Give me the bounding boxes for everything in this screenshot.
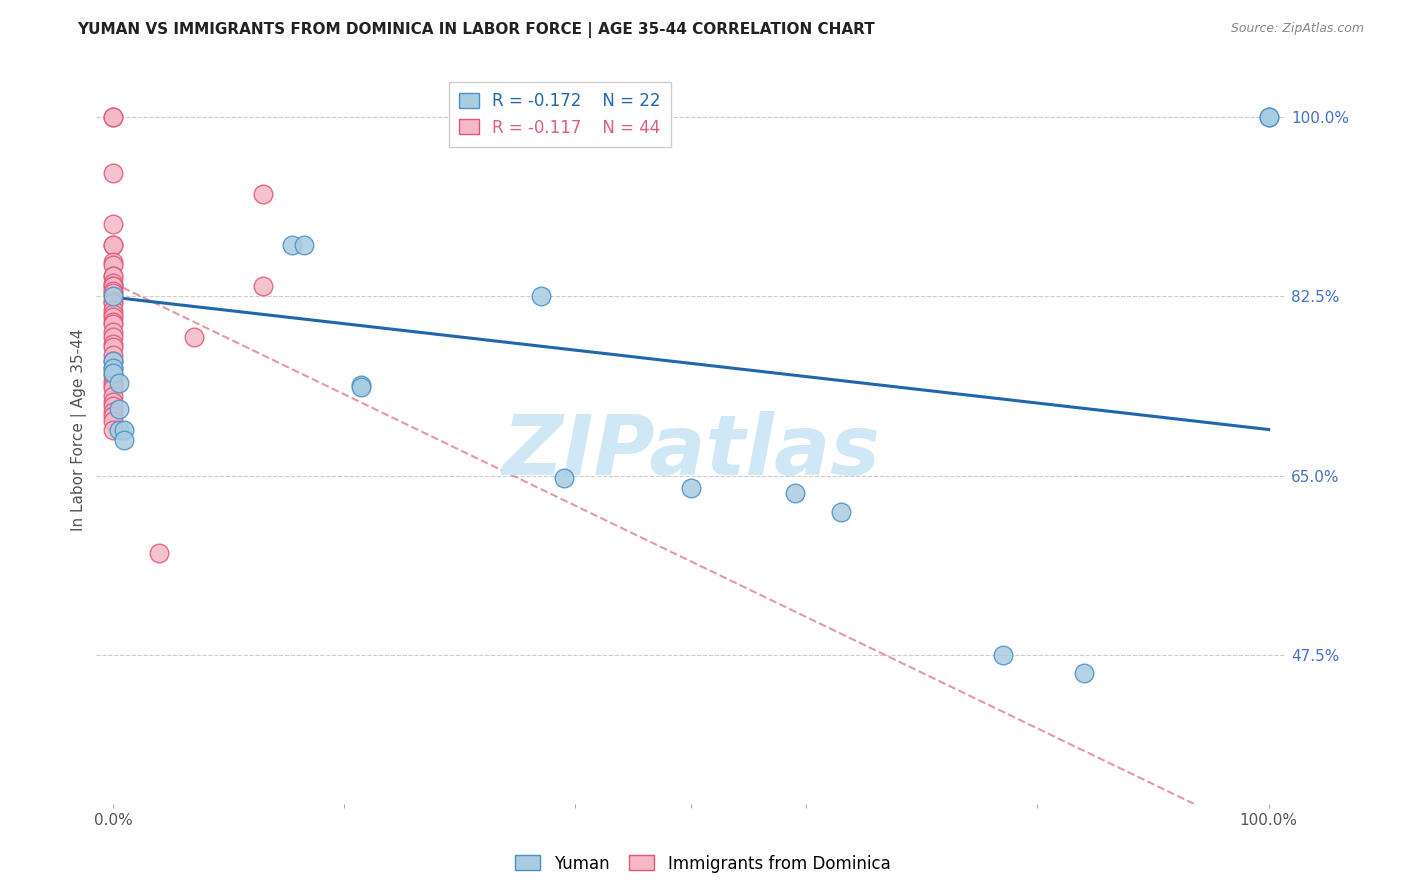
- Point: [148, 546, 170, 560]
- Point: [101, 238, 124, 252]
- Point: [101, 361, 124, 376]
- Point: [183, 330, 205, 344]
- Point: [101, 361, 124, 376]
- Text: Source: ZipAtlas.com: Source: ZipAtlas.com: [1230, 22, 1364, 36]
- Point: [553, 471, 575, 485]
- Point: [101, 317, 124, 331]
- Legend: R = -0.172    N = 22, R = -0.117    N = 44: R = -0.172 N = 22, R = -0.117 N = 44: [449, 82, 671, 146]
- Point: [1257, 110, 1279, 124]
- Point: [252, 186, 274, 201]
- Point: [101, 325, 124, 339]
- Point: [101, 348, 124, 362]
- Point: [101, 268, 124, 283]
- Point: [101, 259, 124, 273]
- Point: [101, 296, 124, 310]
- Point: [830, 505, 852, 519]
- Point: [783, 486, 806, 500]
- Point: [107, 423, 129, 437]
- Point: [101, 315, 124, 329]
- Point: [350, 380, 373, 394]
- Point: [101, 405, 124, 419]
- Point: [101, 353, 124, 368]
- Point: [252, 279, 274, 293]
- Point: [101, 279, 124, 293]
- Point: [101, 302, 124, 317]
- Point: [107, 376, 129, 391]
- Point: [101, 110, 124, 124]
- Point: [107, 402, 129, 417]
- Point: [292, 238, 315, 252]
- Point: [101, 268, 124, 283]
- Point: [101, 284, 124, 298]
- Point: [101, 286, 124, 301]
- Point: [114, 433, 136, 447]
- Point: [101, 394, 124, 409]
- Point: [101, 110, 124, 124]
- Point: [101, 374, 124, 388]
- Point: [101, 368, 124, 383]
- Point: [350, 378, 373, 392]
- Y-axis label: In Labor Force | Age 35-44: In Labor Force | Age 35-44: [72, 328, 87, 531]
- Point: [101, 341, 124, 355]
- Point: [679, 481, 702, 495]
- Point: [101, 310, 124, 324]
- Point: [101, 337, 124, 351]
- Point: [101, 330, 124, 344]
- Point: [1257, 110, 1279, 124]
- Point: [101, 238, 124, 252]
- Point: [281, 238, 304, 252]
- Point: [101, 414, 124, 428]
- Point: [529, 289, 551, 303]
- Point: [101, 166, 124, 180]
- Point: [101, 279, 124, 293]
- Point: [101, 255, 124, 269]
- Point: [101, 399, 124, 413]
- Point: [101, 378, 124, 392]
- Point: [101, 289, 124, 303]
- Point: [1073, 665, 1095, 680]
- Point: [101, 382, 124, 396]
- Point: [101, 307, 124, 321]
- Point: [101, 276, 124, 290]
- Point: [991, 648, 1014, 663]
- Point: [101, 366, 124, 380]
- Legend: Yuman, Immigrants from Dominica: Yuman, Immigrants from Dominica: [509, 848, 897, 880]
- Point: [101, 294, 124, 309]
- Text: YUMAN VS IMMIGRANTS FROM DOMINICA IN LABOR FORCE | AGE 35-44 CORRELATION CHART: YUMAN VS IMMIGRANTS FROM DOMINICA IN LAB…: [77, 22, 875, 38]
- Point: [101, 353, 124, 368]
- Point: [101, 409, 124, 424]
- Point: [101, 218, 124, 232]
- Point: [101, 423, 124, 437]
- Point: [114, 423, 136, 437]
- Text: ZIPatlas: ZIPatlas: [502, 411, 880, 492]
- Point: [101, 389, 124, 403]
